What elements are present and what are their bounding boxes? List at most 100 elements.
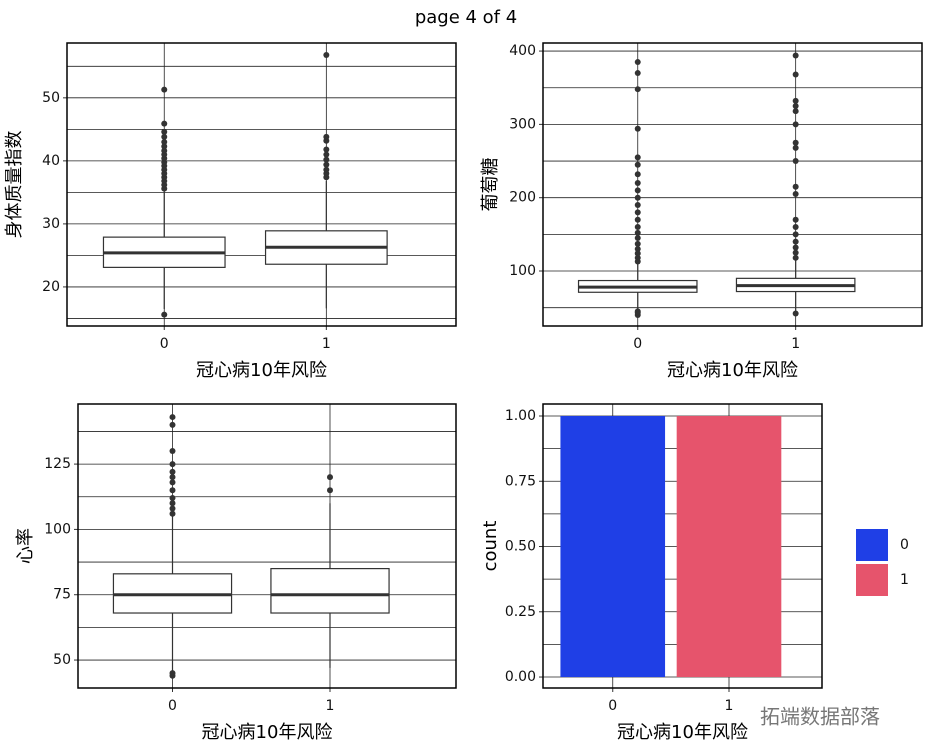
panel-border (542, 42, 923, 327)
outlier (169, 468, 176, 475)
outlier (323, 51, 330, 58)
x-tick-label: 0 (160, 336, 169, 352)
outlier (161, 86, 168, 93)
outlier (792, 244, 799, 251)
box (270, 567, 390, 614)
outlier (634, 161, 641, 168)
x-tick-label: 1 (791, 336, 800, 352)
outlier (792, 121, 799, 128)
outlier (169, 421, 176, 428)
outlier (792, 191, 799, 198)
outlier (169, 487, 176, 494)
y-axis-title: count (480, 521, 501, 572)
y-tick-label: 200 (509, 190, 536, 206)
y-axis-title: 葡萄糖 (480, 158, 501, 212)
outlier (323, 166, 330, 173)
outlier (634, 154, 641, 161)
outlier (792, 144, 799, 151)
x-axis-title: 冠心病10年风险 (617, 722, 748, 743)
panel-background (543, 43, 922, 326)
outlier (169, 474, 176, 481)
outlier (634, 180, 641, 187)
legend-swatch (856, 529, 888, 561)
outlier (634, 235, 641, 242)
outlier (634, 86, 641, 93)
outlier (323, 133, 330, 140)
outlier (169, 510, 176, 517)
outlier (169, 461, 176, 468)
y-tick-label: 20 (42, 279, 60, 295)
y-tick-label: 30 (42, 216, 60, 232)
outlier (169, 670, 176, 677)
outlier (634, 70, 641, 77)
outlier (634, 194, 641, 201)
outlier (169, 500, 176, 507)
outlier (161, 128, 168, 135)
y-tick-label: 1.00 (505, 408, 536, 424)
outlier (169, 479, 176, 486)
legend-label: 1 (900, 572, 909, 588)
watermark: 拓端数据部落 (760, 705, 880, 729)
panel-border (66, 42, 457, 327)
outlier (327, 487, 333, 494)
y-tick-label: 100 (44, 521, 71, 537)
panel-border (77, 403, 457, 689)
outlier (169, 505, 176, 512)
outlier (323, 156, 330, 163)
outlier (792, 52, 799, 59)
y-tick-label: 0.00 (505, 669, 536, 685)
x-tick-label: 0 (168, 698, 177, 714)
outlier (634, 250, 641, 257)
outlier (792, 224, 799, 231)
outlier (634, 125, 641, 132)
outlier (169, 448, 176, 455)
outlier (169, 495, 176, 502)
outlier (792, 71, 799, 78)
outlier (634, 246, 641, 253)
y-tick-label: 0.50 (505, 539, 536, 555)
outlier (792, 158, 799, 165)
y-tick-label: 400 (509, 43, 536, 59)
y-tick-label: 0.25 (505, 604, 536, 620)
x-axis-title: 冠心病10年风险 (667, 360, 798, 381)
outlier (634, 240, 641, 247)
x-tick-label: 1 (326, 698, 335, 714)
outlier (161, 138, 168, 145)
y-tick-label: 100 (509, 263, 536, 279)
outlier (161, 147, 168, 154)
outlier (634, 308, 641, 315)
y-tick-label: 300 (509, 116, 536, 132)
outlier (161, 143, 168, 150)
outlier (634, 187, 641, 194)
outlier (169, 414, 176, 421)
outlier (792, 249, 799, 256)
outlier (634, 202, 641, 209)
panel-background (67, 43, 456, 326)
y-tick-label: 0.75 (505, 473, 536, 489)
outlier (323, 161, 330, 168)
legend-swatch (856, 564, 888, 596)
outlier (792, 238, 799, 245)
outlier (634, 209, 641, 216)
outlier (792, 103, 799, 110)
y-tick-label: 125 (44, 456, 71, 472)
y-tick-label: 50 (53, 652, 71, 668)
outlier (792, 108, 799, 115)
outlier (634, 59, 641, 66)
x-axis-title: 冠心病10年风险 (196, 360, 327, 381)
y-tick-label: 50 (42, 90, 60, 106)
outlier (634, 216, 641, 223)
x-tick-label: 1 (725, 698, 734, 714)
panel-background (78, 404, 456, 688)
outlier (161, 120, 168, 127)
outlier (792, 254, 799, 261)
outlier (323, 146, 330, 153)
y-axis-title: 身体质量指数 (4, 131, 25, 239)
outlier (792, 139, 799, 146)
outlier (792, 216, 799, 223)
outlier (327, 474, 333, 481)
y-axis-title: 心率 (15, 528, 36, 564)
outlier (161, 311, 168, 318)
outlier (792, 183, 799, 190)
x-tick-label: 0 (608, 698, 617, 714)
